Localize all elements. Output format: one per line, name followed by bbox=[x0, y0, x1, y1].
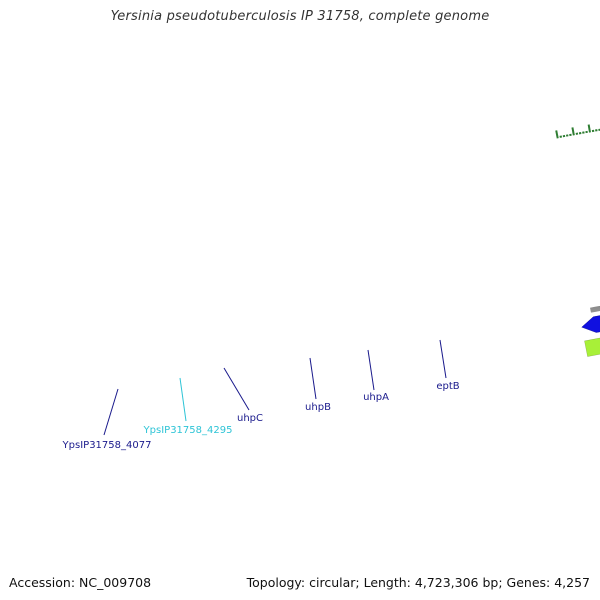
leader-line bbox=[223, 367, 250, 411]
leader-line bbox=[103, 388, 119, 436]
topology-summary: Topology: circular; Length: 4,723,306 bp… bbox=[246, 575, 590, 590]
leader-line bbox=[309, 357, 317, 400]
gene-label[interactable]: uhpA bbox=[363, 392, 389, 403]
leader-line bbox=[367, 349, 375, 391]
outer-major-tick bbox=[571, 127, 575, 136]
gene-leaders bbox=[103, 339, 447, 436]
gene-label[interactable]: uhpB bbox=[305, 402, 331, 413]
outer-tick-ring bbox=[555, 124, 600, 139]
map-title: Yersinia pseudotuberculosis IP 31758, co… bbox=[110, 9, 490, 24]
feature-block bbox=[584, 337, 600, 357]
gene-label[interactable]: YpsIP31758_4077 bbox=[62, 440, 152, 451]
genome-backbone bbox=[590, 305, 600, 313]
leader-line bbox=[439, 339, 447, 379]
genes-layer bbox=[581, 315, 600, 357]
backbone-layer bbox=[590, 305, 600, 313]
leader-line bbox=[179, 377, 187, 422]
outer-major-tick bbox=[587, 124, 591, 133]
gene-label[interactable]: YpsIP31758_4295 bbox=[143, 425, 233, 436]
outer-major-tick bbox=[555, 130, 559, 139]
accession-text: Accession: NC_009708 bbox=[9, 575, 152, 590]
gene-label[interactable]: uhpC bbox=[237, 413, 263, 424]
gene-label[interactable]: eptB bbox=[436, 381, 459, 392]
gene-labels: YpsIP31758_4077 YpsIP31758_4295 uhpC uhpB uh… bbox=[62, 381, 460, 451]
